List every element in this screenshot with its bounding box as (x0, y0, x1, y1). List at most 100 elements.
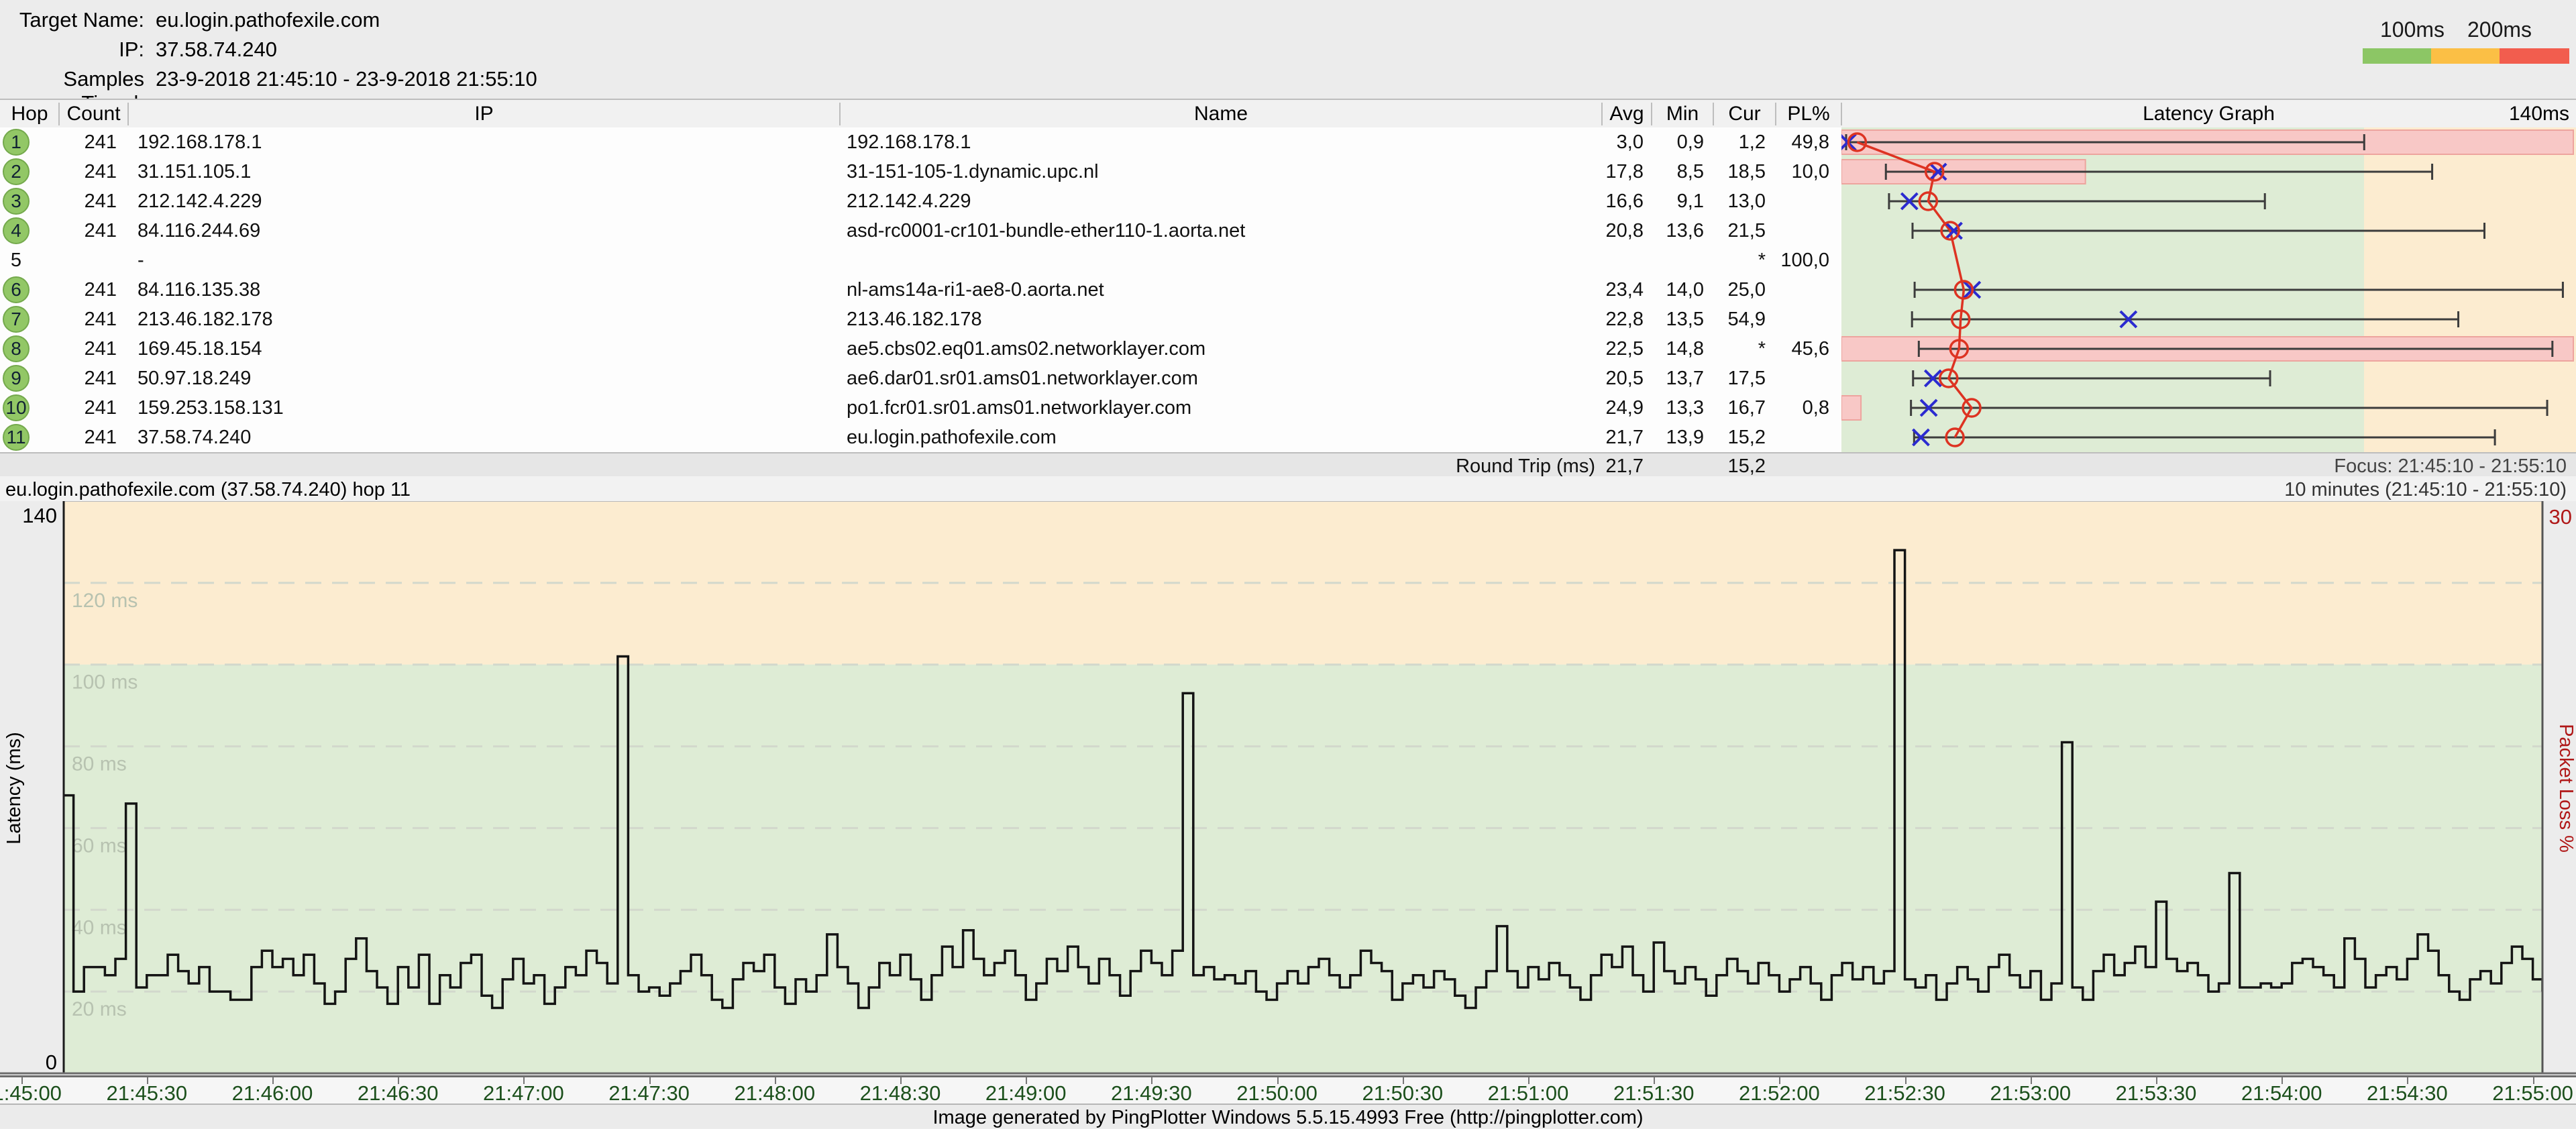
min-cell: 13,6 (1652, 220, 1704, 242)
col-header-min: Min (1652, 103, 1713, 125)
latency-time-plot[interactable]: 20 ms40 ms60 ms80 ms100 ms120 ms140030La… (0, 501, 2576, 1075)
col-header-latency-graph: Latency Graph (1841, 103, 2576, 125)
ip-cell: 84.116.244.69 (138, 220, 835, 242)
col-header-ip: IP (128, 103, 840, 125)
col-header-name: Name (840, 103, 1602, 125)
y-axis-title: Latency (ms) (3, 732, 25, 845)
pl-cell: 100,0 (1776, 250, 1829, 272)
gridline-label-40ms: 40 ms (72, 916, 127, 938)
time-tick-label: 21:53:00 (1990, 1081, 2071, 1106)
name-cell: ae5.cbs02.eq01.ams02.networklayer.com (847, 338, 1598, 360)
generator-caption: Image generated by PingPlotter Windows 5… (0, 1107, 2576, 1129)
count-cell: 241 (59, 397, 117, 419)
avg-cell: 24,9 (1602, 397, 1644, 419)
focus-range-label: Focus: 21:45:10 - 21:55:10 (2147, 455, 2567, 478)
ip-label: IP: (0, 38, 144, 62)
hop-badge: 4 (3, 217, 30, 244)
avg-cell: 17,8 (1602, 161, 1644, 183)
timegraph-range-label: 10 minutes (21:45:10 - 21:55:10) (1945, 479, 2567, 501)
cur-cell: 18,5 (1713, 161, 1766, 183)
time-tick-label: 21:50:30 (1362, 1081, 1443, 1106)
ip-cell: 84.116.135.38 (138, 279, 835, 301)
avg-cell: 23,4 (1602, 279, 1644, 301)
min-cell: 13,7 (1652, 368, 1704, 390)
avg-cell: 20,5 (1602, 368, 1644, 390)
right-axis-title: Packet Loss % (2555, 724, 2576, 853)
time-tick-label: 21:45:30 (106, 1081, 187, 1106)
hop-badge: 1 (3, 129, 30, 156)
ip-cell: 50.97.18.249 (138, 368, 835, 390)
cur-cell: 17,5 (1713, 368, 1766, 390)
avg-cell: 20,8 (1602, 220, 1644, 242)
avg-cell: 3,0 (1602, 131, 1644, 154)
gridline-label-80ms: 80 ms (72, 753, 127, 775)
col-header-count: Count (59, 103, 128, 125)
round-trip-label: Round Trip (ms) (1434, 455, 1595, 478)
time-tick-label: 21:49:30 (1111, 1081, 1192, 1106)
name-cell: 212.142.4.229 (847, 191, 1598, 213)
name-cell: 213.46.182.178 (847, 309, 1598, 331)
hop-latency-graph[interactable] (1841, 127, 2576, 452)
count-cell: 241 (59, 279, 117, 301)
ip-cell: 212.142.4.229 (138, 191, 835, 213)
name-cell: nl-ams14a-ri1-ae8-0.aorta.net (847, 279, 1598, 301)
count-cell: 241 (59, 131, 117, 154)
count-cell: 241 (59, 338, 117, 360)
legend-red-segment (2500, 48, 2569, 64)
target-name-label: Target Name: (0, 8, 144, 32)
time-tick-label: 21:45:00 (0, 1081, 62, 1106)
col-header-avg: Avg (1602, 103, 1652, 125)
time-tick-label: 21:54:00 (2241, 1081, 2322, 1106)
name-cell: po1.fcr01.sr01.ams01.networklayer.com (847, 397, 1598, 419)
time-tick-label: 21:46:30 (358, 1081, 439, 1106)
legend-amber-segment (2431, 48, 2500, 64)
legend-green-segment (2363, 48, 2431, 64)
time-tick-label: 21:48:30 (860, 1081, 941, 1106)
ip-cell: 213.46.182.178 (138, 309, 835, 331)
hop-badge: 7 (3, 306, 30, 333)
loss-max-label: 30 (2549, 505, 2572, 529)
hop-badge: 3 (3, 188, 30, 215)
legend-100ms-label: 100ms (2380, 17, 2445, 42)
caption-strip: Image generated by PingPlotter Windows 5… (0, 1104, 2576, 1128)
time-tick-label: 21:48:00 (734, 1081, 815, 1106)
count-cell: 241 (59, 191, 117, 213)
pl-cell: 45,6 (1776, 338, 1829, 360)
ip-cell: 159.253.158.131 (138, 397, 835, 419)
hop-badge: 6 (3, 276, 30, 303)
min-cell: 9,1 (1652, 191, 1704, 213)
cur-cell: 1,2 (1713, 131, 1766, 154)
time-tick-label: 21:49:00 (985, 1081, 1067, 1106)
hop-badge: 9 (3, 365, 30, 392)
gridline-label-20ms: 20 ms (72, 998, 127, 1020)
cur-cell: 16,7 (1713, 397, 1766, 419)
col-header-hop: Hop (0, 103, 59, 125)
round-trip-cur: 15,2 (1713, 455, 1766, 478)
name-cell: ae6.dar01.sr01.ams01.networklayer.com (847, 368, 1598, 390)
timegraph-title: eu.login.pathofexile.com (37.58.74.240) … (5, 479, 411, 501)
ip-value: 37.58.74.240 (156, 38, 277, 62)
time-tick-label: 21:52:00 (1739, 1081, 1820, 1106)
cur-cell: 21,5 (1713, 220, 1766, 242)
cur-cell: 15,2 (1713, 427, 1766, 449)
min-cell: 13,3 (1652, 397, 1704, 419)
time-tick-label: 21:55:00 (2492, 1081, 2573, 1106)
avg-cell: 16,6 (1602, 191, 1644, 213)
name-cell: eu.login.pathofexile.com (847, 427, 1598, 449)
min-cell: 14,8 (1652, 338, 1704, 360)
avg-cell: 22,5 (1602, 338, 1644, 360)
cur-cell: 25,0 (1713, 279, 1766, 301)
time-tick-label: 21:46:00 (232, 1081, 313, 1106)
col-header-pl: PL% (1776, 103, 1841, 125)
hop-badge: 10 (3, 394, 30, 421)
gridline-label-120ms: 120 ms (72, 590, 138, 612)
ip-cell: 37.58.74.240 (138, 427, 835, 449)
count-cell: 241 (59, 309, 117, 331)
count-cell: 241 (59, 427, 117, 449)
cur-cell: * (1713, 338, 1766, 360)
cur-cell: * (1713, 250, 1766, 272)
col-header-cur: Cur (1713, 103, 1776, 125)
min-cell: 0,9 (1652, 131, 1704, 154)
samples-timed-value: 23-9-2018 21:45:10 - 23-9-2018 21:55:10 (156, 67, 537, 91)
count-cell: 241 (59, 161, 117, 183)
